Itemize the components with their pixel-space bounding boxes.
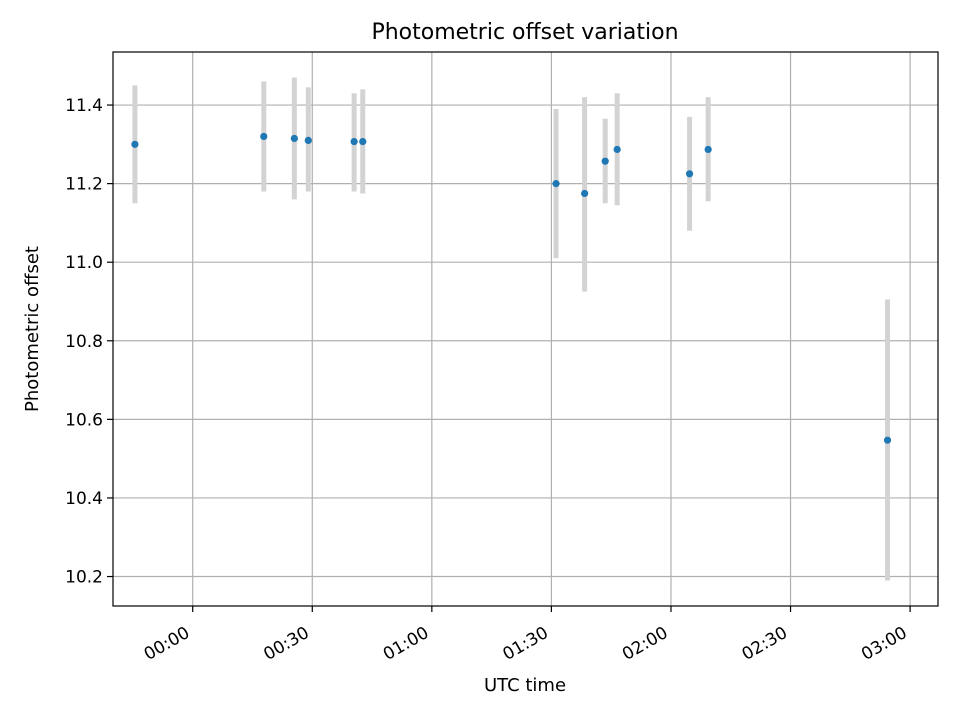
x-tick-label: 03:00 xyxy=(858,623,910,665)
data-point xyxy=(581,189,589,198)
grid-layer xyxy=(113,52,938,606)
data-point xyxy=(613,145,621,154)
y-tick-label: 10.2 xyxy=(65,568,103,588)
data-point xyxy=(260,132,268,141)
data-point xyxy=(601,157,609,165)
x-tick-label: 02:30 xyxy=(739,623,791,665)
chart-title: Photometric offset variation xyxy=(371,20,678,45)
data-point xyxy=(290,134,298,143)
x-tick-label: 00:00 xyxy=(141,623,193,665)
y-tick-label: 11.2 xyxy=(65,175,103,195)
data-point xyxy=(883,436,892,444)
data-point xyxy=(685,170,694,178)
x-tick-label: 00:30 xyxy=(260,623,312,665)
y-tick-label: 10.4 xyxy=(65,489,103,509)
point-layer xyxy=(131,132,892,444)
plot-frame xyxy=(112,51,939,607)
data-point xyxy=(359,137,367,146)
x-tick-label: 01:30 xyxy=(499,623,551,665)
errorbar-layer xyxy=(132,77,891,581)
data-point xyxy=(552,180,560,188)
y-tick-label: 11.0 xyxy=(65,253,103,273)
data-point xyxy=(131,140,139,148)
y-tick-label: 10.8 xyxy=(65,332,103,352)
data-point xyxy=(704,145,712,154)
x-tick-label: 02:00 xyxy=(619,623,671,665)
x-tick-label: 01:00 xyxy=(380,623,432,665)
y-tick-label: 10.6 xyxy=(65,410,103,430)
x-axis-ticks: 00:00 00:30 01:00 01:30 02:00 02:30 03:00 xyxy=(141,606,911,665)
y-axis-label: Photometric offset xyxy=(22,246,43,412)
data-point xyxy=(304,136,312,145)
y-tick-label: 11.4 xyxy=(65,96,103,116)
y-axis-ticks: 10.2 10.4 10.6 10.8 11.0 11.2 11.4 xyxy=(65,96,113,588)
data-point xyxy=(350,137,358,146)
x-axis-label: UTC time xyxy=(484,675,566,696)
